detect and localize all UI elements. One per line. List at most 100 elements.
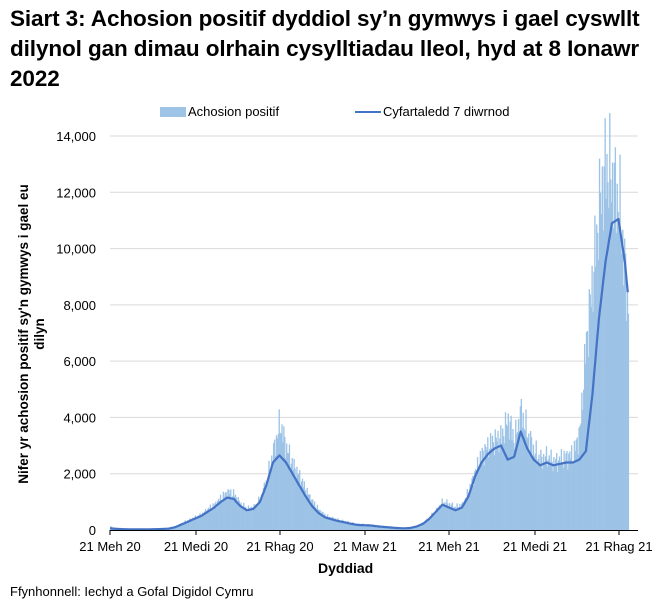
bar bbox=[481, 447, 483, 530]
bar bbox=[218, 498, 220, 530]
bar bbox=[268, 460, 270, 530]
bar bbox=[203, 513, 205, 530]
bar bbox=[577, 454, 579, 530]
bar bbox=[435, 507, 438, 530]
bar bbox=[510, 415, 512, 530]
bar bbox=[580, 423, 582, 530]
bar bbox=[292, 469, 294, 530]
bar bbox=[325, 517, 327, 530]
bar bbox=[558, 456, 561, 530]
bar bbox=[375, 525, 377, 530]
bar bbox=[372, 524, 374, 530]
bar bbox=[550, 449, 552, 530]
bar bbox=[508, 439, 510, 530]
bar bbox=[462, 501, 464, 530]
bar bbox=[313, 504, 315, 530]
bar bbox=[418, 524, 420, 530]
bar bbox=[207, 507, 210, 530]
bar bbox=[200, 515, 202, 530]
bar bbox=[615, 232, 617, 530]
y-tick-label: 2,000 bbox=[63, 467, 96, 482]
bar bbox=[365, 524, 367, 530]
bar bbox=[261, 497, 264, 530]
bar bbox=[319, 510, 321, 530]
bar bbox=[532, 444, 535, 530]
bar bbox=[474, 471, 476, 530]
bar bbox=[359, 524, 361, 530]
bar bbox=[363, 524, 365, 530]
bar bbox=[515, 419, 517, 530]
bar bbox=[440, 504, 442, 530]
bar bbox=[289, 467, 292, 530]
bar bbox=[417, 525, 419, 530]
bar bbox=[521, 427, 523, 530]
bar bbox=[612, 228, 615, 530]
bar bbox=[494, 429, 496, 530]
bar bbox=[173, 527, 175, 530]
bar bbox=[431, 512, 433, 530]
bar bbox=[446, 499, 448, 530]
bar bbox=[544, 456, 547, 530]
bar bbox=[511, 440, 513, 530]
bar bbox=[380, 525, 382, 530]
bar bbox=[305, 496, 307, 530]
bar bbox=[224, 492, 226, 530]
bar bbox=[385, 526, 387, 530]
bar bbox=[547, 459, 550, 530]
bar bbox=[529, 431, 532, 530]
bar bbox=[412, 526, 414, 530]
bar bbox=[333, 519, 335, 530]
bar bbox=[411, 527, 414, 530]
bar bbox=[283, 426, 285, 530]
bar bbox=[441, 498, 443, 530]
bar bbox=[463, 500, 466, 530]
bar bbox=[186, 521, 188, 530]
bar bbox=[293, 458, 295, 530]
bar bbox=[439, 507, 441, 530]
bar bbox=[377, 525, 379, 530]
bar bbox=[519, 406, 522, 530]
bar bbox=[582, 409, 584, 530]
bar bbox=[299, 470, 301, 530]
bar bbox=[472, 475, 474, 530]
bar bbox=[285, 458, 287, 530]
y-tick-label: 8,000 bbox=[63, 298, 96, 313]
bar bbox=[581, 392, 583, 530]
bar bbox=[583, 343, 586, 530]
bar bbox=[554, 465, 556, 530]
bar bbox=[444, 502, 446, 530]
bar bbox=[381, 526, 384, 530]
bar bbox=[427, 519, 429, 530]
bar bbox=[263, 482, 265, 530]
bar bbox=[311, 499, 313, 530]
bar bbox=[353, 523, 355, 530]
bar bbox=[516, 434, 518, 530]
bar bbox=[219, 494, 222, 530]
bar bbox=[574, 451, 577, 530]
bar bbox=[272, 463, 274, 530]
bar bbox=[595, 266, 597, 530]
bar bbox=[498, 452, 500, 530]
bar bbox=[573, 440, 576, 530]
bar bbox=[512, 429, 514, 530]
bar bbox=[306, 487, 308, 530]
bar bbox=[425, 519, 428, 530]
bar bbox=[443, 502, 445, 530]
bar bbox=[378, 525, 380, 530]
bar bbox=[448, 503, 451, 530]
bar bbox=[227, 489, 229, 530]
bar bbox=[620, 237, 622, 531]
bar bbox=[209, 504, 211, 530]
bar bbox=[226, 499, 228, 530]
bar bbox=[517, 419, 520, 530]
bar bbox=[316, 504, 319, 530]
bar bbox=[466, 489, 468, 530]
bar bbox=[420, 524, 422, 530]
bar bbox=[601, 166, 604, 530]
bar bbox=[340, 520, 342, 530]
bar bbox=[585, 332, 588, 530]
bar bbox=[336, 519, 338, 530]
bar bbox=[604, 118, 606, 530]
bar bbox=[213, 506, 215, 530]
bar bbox=[182, 523, 184, 530]
